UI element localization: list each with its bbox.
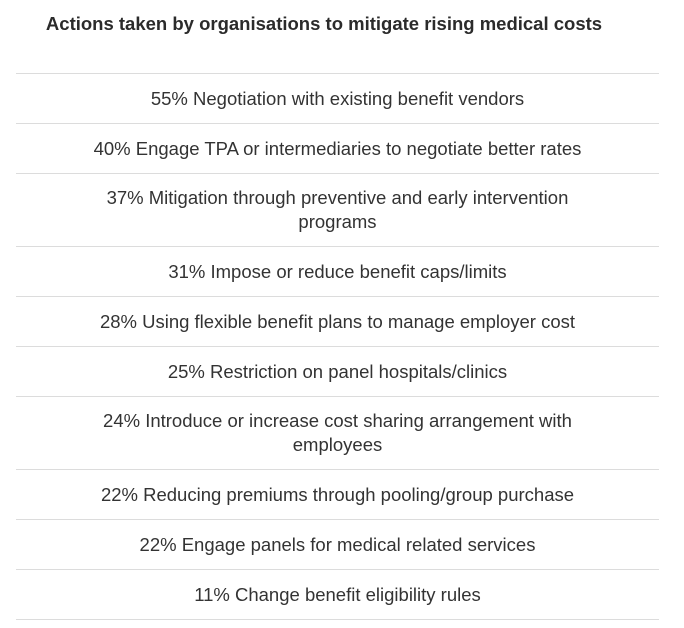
list-item-text: 55% Negotiation with existing benefit ve… <box>150 87 525 109</box>
list-item: 24% Introduce or increase cost sharing a… <box>16 397 659 470</box>
list-item: 22% Reducing premiums through pooling/gr… <box>16 470 659 520</box>
actions-list: 55% Negotiation with existing benefit ve… <box>16 73 659 620</box>
list-item-text: 25% Restriction on panel hospitals/clini… <box>167 360 508 382</box>
list-item: 31% Impose or reduce benefit caps/limits <box>16 247 659 297</box>
list-item-text: 24% Introduce or increase cost sharing a… <box>103 410 572 455</box>
list-item: 28% Using flexible benefit plans to mana… <box>16 297 659 347</box>
list-item-text: 31% Impose or reduce benefit caps/limits <box>168 260 507 282</box>
table-title: Actions taken by organisations to mitiga… <box>45 13 603 34</box>
list-item: 37% Mitigation through preventive and ea… <box>16 174 659 247</box>
list-item-text: 22% Reducing premiums through pooling/gr… <box>100 483 575 505</box>
list-item: 11% Change benefit eligibility rules <box>16 570 659 620</box>
list-item-text: 28% Using flexible benefit plans to mana… <box>99 310 576 332</box>
list-item-text: 22% Engage panels for medical related se… <box>139 533 536 555</box>
list-item-text: 40% Engage TPA or intermediaries to nego… <box>93 137 582 159</box>
list-item-text: 37% Mitigation through preventive and ea… <box>106 187 569 232</box>
list-item-text: 11% Change benefit eligibility rules <box>194 583 481 605</box>
list-item: 25% Restriction on panel hospitals/clini… <box>16 347 659 397</box>
list-item: 40% Engage TPA or intermediaries to nego… <box>16 124 659 174</box>
list-item: 22% Engage panels for medical related se… <box>16 520 659 570</box>
list-item: 55% Negotiation with existing benefit ve… <box>16 74 659 124</box>
